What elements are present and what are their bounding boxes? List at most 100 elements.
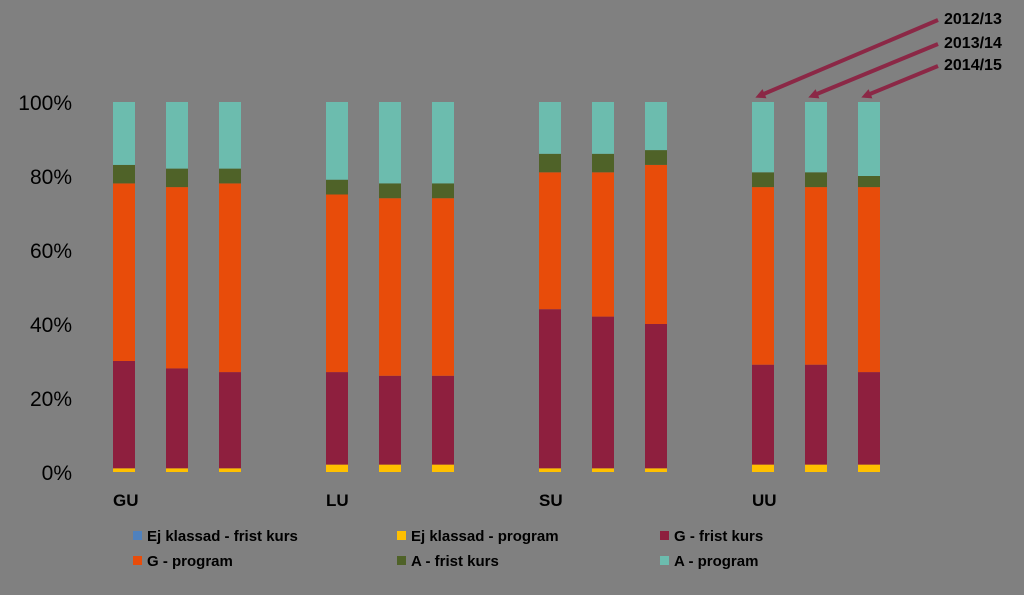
legend-swatch: [660, 556, 669, 565]
x-axis-category-labels: GU LU SU UU: [113, 491, 777, 510]
bar-segment: [752, 102, 774, 173]
bar-segment: [326, 372, 348, 465]
legend-item: G - frist kurs: [660, 528, 763, 545]
y-tick-label: 20%: [30, 388, 72, 411]
bar-segment: [539, 309, 561, 469]
bar-segment: [752, 187, 774, 365]
y-tick-label: 60%: [30, 240, 72, 263]
year-arrow: [755, 18, 939, 99]
legend-item: G - program: [133, 553, 233, 570]
stacked-bar: [166, 102, 188, 472]
bar-segment: [219, 372, 241, 469]
category-label: GU: [113, 491, 139, 510]
bar-segment: [326, 464, 348, 472]
legend-swatch: [397, 531, 406, 540]
legend-swatch: [133, 556, 142, 565]
bar-segment: [113, 361, 135, 469]
bar-segment: [432, 198, 454, 376]
y-tick-label: 100%: [18, 92, 72, 115]
bar-segment: [379, 102, 401, 184]
bar-segment: [592, 468, 614, 472]
y-tick-label: 80%: [30, 166, 72, 189]
category-label: SU: [539, 491, 563, 510]
legend-swatch: [133, 531, 142, 540]
bar-segment: [326, 194, 348, 373]
bar-segment: [858, 187, 880, 373]
bar-segment: [219, 183, 241, 373]
bar-segment: [805, 187, 827, 365]
bar-segment: [858, 176, 880, 188]
bar-segment: [326, 179, 348, 195]
stacked-bar: [379, 102, 401, 472]
bar-segment: [166, 187, 188, 369]
legend-label: A - program: [674, 553, 758, 570]
year-arrows: 2012/13 2013/14 2014/15: [755, 11, 1002, 99]
legend-swatch: [397, 556, 406, 565]
stacked-bar: [113, 102, 135, 472]
legend-label: G - frist kurs: [674, 528, 763, 545]
bar-segment: [645, 150, 667, 165]
bar-segment: [752, 172, 774, 188]
bar-segment: [645, 468, 667, 472]
bar-segment: [645, 102, 667, 151]
bar-segment: [113, 183, 135, 361]
bar-segment: [432, 375, 454, 465]
stacked-bar: [645, 102, 667, 472]
bar-segment: [379, 198, 401, 376]
bar-segment: [379, 375, 401, 465]
bar-segment: [113, 102, 135, 165]
category-label: UU: [752, 491, 777, 510]
bar-segment: [645, 164, 667, 324]
bar-segment: [432, 102, 454, 184]
stacked-bar: [219, 102, 241, 472]
stacked-bar: [592, 102, 614, 472]
bar-segment: [592, 102, 614, 154]
bar-segment: [166, 468, 188, 472]
bar-segment: [805, 364, 827, 465]
stacked-bar: [805, 102, 827, 472]
bar-segment: [805, 172, 827, 188]
bar-segment: [166, 168, 188, 188]
bar-segment: [645, 324, 667, 469]
bar-segment: [432, 183, 454, 199]
bar-segment: [379, 464, 401, 472]
bar-segment: [539, 468, 561, 472]
stacked-bar: [752, 102, 774, 472]
bar-segment: [539, 102, 561, 154]
year-label: 2014/15: [944, 57, 1002, 74]
bar-segment: [219, 468, 241, 472]
legend-label: G - program: [147, 553, 233, 570]
bar-segment: [219, 102, 241, 169]
legend-swatch: [660, 531, 669, 540]
bar-segment: [166, 368, 188, 469]
bar-segment: [805, 102, 827, 173]
legend-item: Ej klassad - program: [397, 528, 559, 545]
y-tick-label: 40%: [30, 314, 72, 337]
stacked-bar: [858, 102, 880, 472]
bar-segment: [858, 372, 880, 465]
bar-segment: [166, 102, 188, 169]
legend-item: Ej klassad - frist kurs: [133, 528, 298, 545]
y-tick-label: 0%: [42, 462, 72, 485]
bar-segment: [805, 464, 827, 472]
bar-segment: [326, 102, 348, 180]
stacked-bar: [326, 102, 348, 472]
bar-segment: [752, 464, 774, 472]
bar-segment: [432, 464, 454, 472]
legend: Ej klassad - frist kurs Ej klassad - prog…: [133, 528, 763, 570]
bar-segment: [592, 316, 614, 469]
stacked-bar: [539, 102, 561, 472]
year-arrow: [861, 64, 939, 99]
legend-label: A - frist kurs: [411, 553, 499, 570]
legend-label: Ej klassad - program: [411, 528, 559, 545]
bar-segment: [539, 172, 561, 310]
bar-segment: [379, 183, 401, 199]
bar-segment: [592, 153, 614, 173]
bar-segment: [219, 168, 241, 184]
bar-segment: [858, 464, 880, 472]
year-arrow: [808, 42, 939, 99]
bars-layer: [113, 102, 880, 472]
bar-segment: [858, 102, 880, 176]
year-label: 2012/13: [944, 11, 1002, 28]
